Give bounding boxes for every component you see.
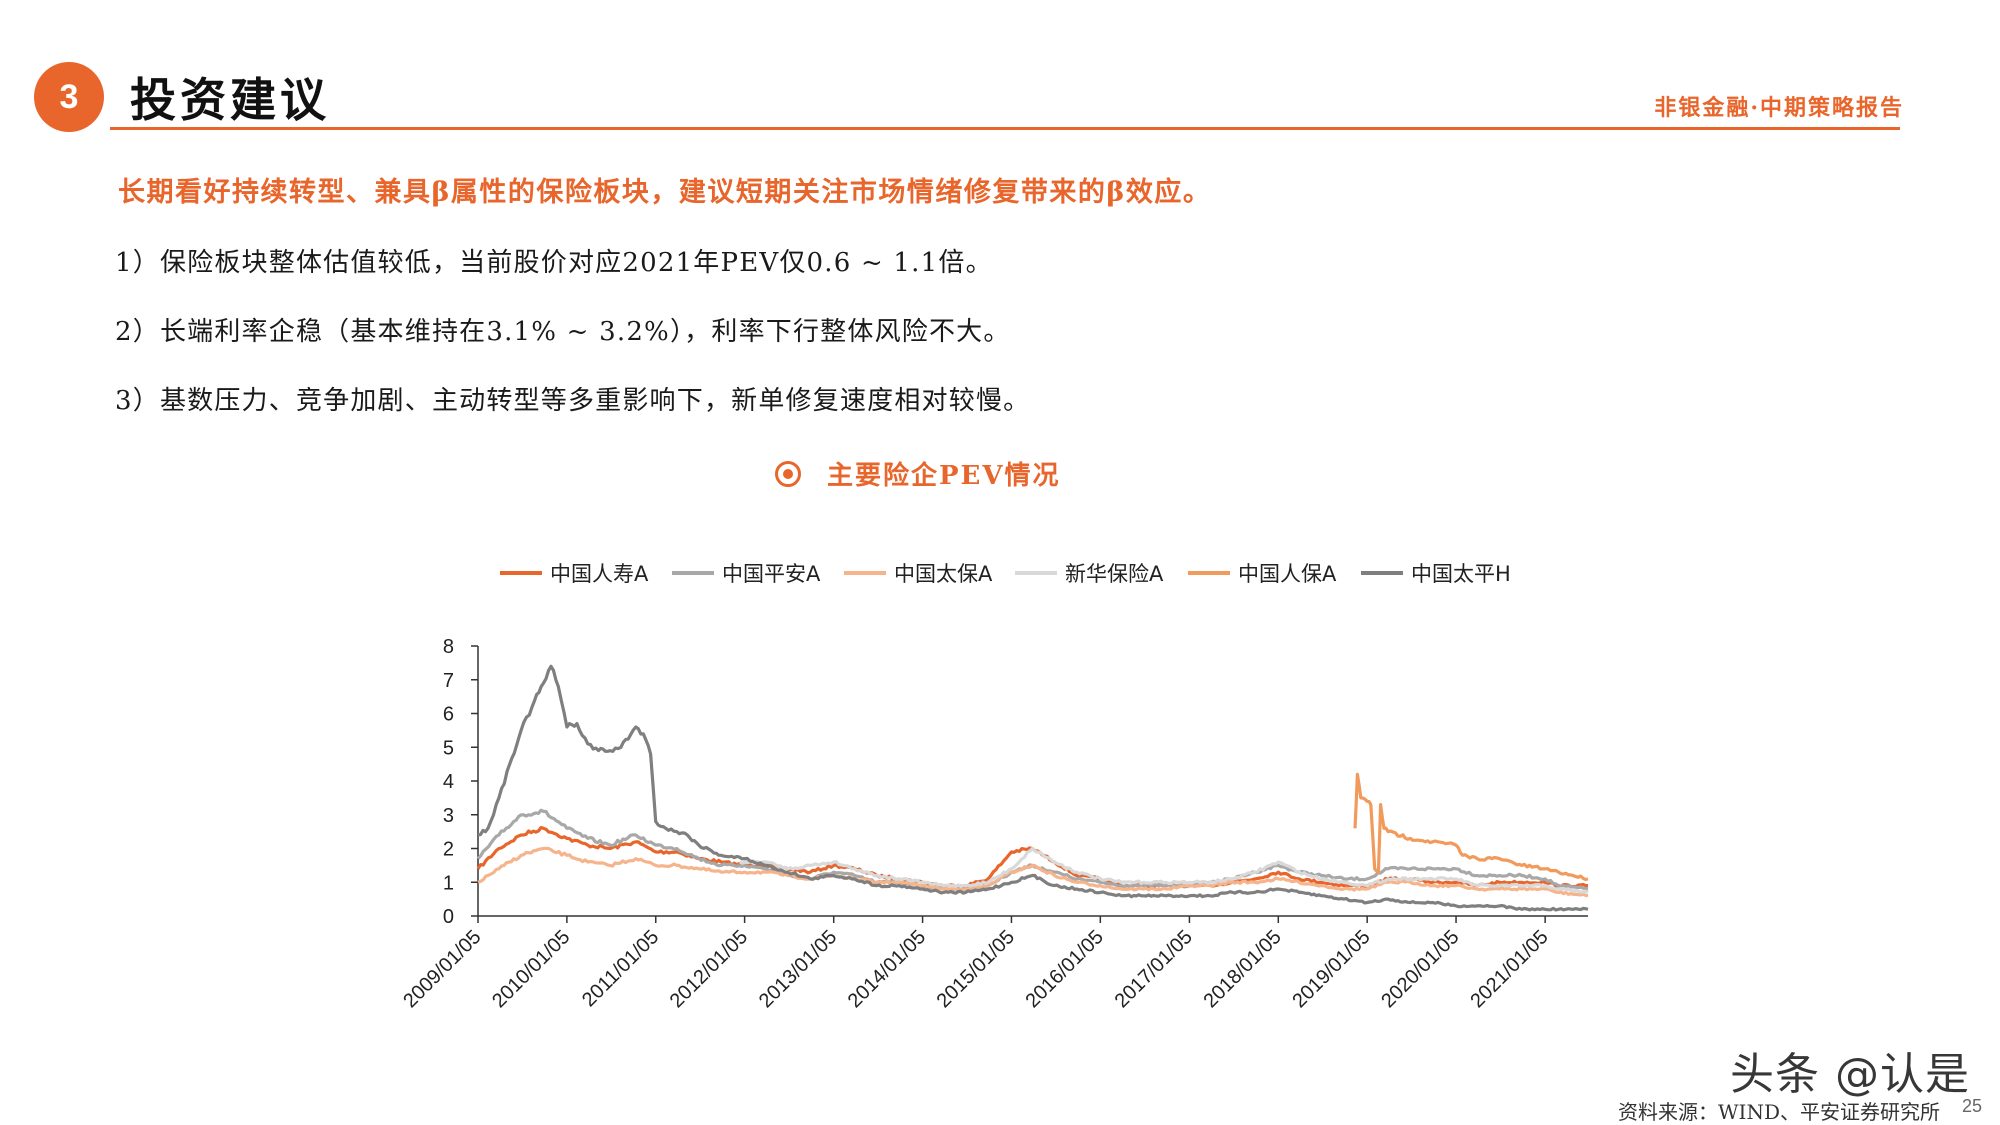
- x-tick-label: 2013/01/05: [755, 926, 841, 1012]
- x-tick-label: 2014/01/05: [844, 926, 930, 1012]
- x-tick-label: 2010/01/05: [488, 926, 574, 1012]
- x-tick-label: 2012/01/05: [666, 926, 752, 1012]
- headline: 长期看好持续转型、兼具β属性的保险板块，建议短期关注市场情绪修复带来的β效应。: [118, 177, 1212, 208]
- chart-caption: 主要险企PEV情况: [775, 455, 1061, 492]
- y-tick-label: 0: [443, 906, 454, 928]
- y-tick-label: 6: [443, 704, 454, 726]
- y-tick-label: 4: [443, 771, 454, 793]
- watermark: 头条 @认是: [1730, 1049, 1970, 1100]
- legend-label-0: 中国人寿A: [550, 562, 649, 586]
- chart-legend: 中国人寿A 中国平安A 中国太保A 新华保险A 中国人保A 中国太平H: [500, 562, 1511, 586]
- y-tick-label: 5: [443, 737, 454, 759]
- y-tick-label: 1: [443, 872, 454, 894]
- x-tick-label: 2020/01/05: [1377, 926, 1463, 1012]
- legend-label-1: 中国平安A: [722, 562, 821, 586]
- x-tick-label: 2019/01/05: [1288, 926, 1374, 1012]
- report-tag: 非银金融·中期策略报告: [1654, 95, 1904, 121]
- series-line-5: [477, 664, 1589, 912]
- x-tick-label: 2018/01/05: [1199, 926, 1285, 1012]
- chart-caption-text: 主要险企PEV情况: [827, 461, 1061, 491]
- x-tick-label: 2011/01/05: [578, 926, 663, 1011]
- point-3: 3）基数压力、竞争加剧、主动转型等多重影响下，新单修复速度相对较慢。: [115, 386, 1031, 416]
- x-tick-label: 2015/01/05: [933, 926, 1019, 1012]
- series-line-2: [477, 846, 1589, 898]
- series-line-4: [1353, 772, 1589, 882]
- y-tick-label: 3: [443, 805, 454, 827]
- source-note: 资料来源：WIND、平安证券研究所: [1618, 1100, 1940, 1124]
- legend-label-2: 中国太保A: [894, 562, 993, 586]
- y-tick-label: 2: [443, 839, 454, 861]
- y-tick-label: 7: [443, 670, 454, 692]
- chart-series: [476, 664, 1589, 912]
- legend-label-5: 中国太平H: [1411, 562, 1511, 586]
- header-divider: [110, 127, 1900, 130]
- legend-label-3: 新华保险A: [1065, 562, 1164, 586]
- point-2: 2）长端利率企稳（基本维持在3.1% ~ 3.2%），利率下行整体风险不大。: [115, 317, 1011, 347]
- x-tick-label: 2009/01/05: [399, 926, 485, 1012]
- section-title: 投资建议: [130, 73, 330, 127]
- section-number-badge: 3: [34, 62, 104, 132]
- point-1: 1）保险板块整体估值较低，当前股价对应2021年PEV仅0.6 ~ 1.1倍。: [115, 248, 993, 278]
- x-tick-label: 2021/01/05: [1466, 926, 1552, 1012]
- target-icon: [775, 460, 801, 487]
- series-line-3: [739, 846, 1589, 894]
- x-tick-label: 2016/01/05: [1022, 926, 1108, 1012]
- page-number: 25: [1961, 1096, 1982, 1116]
- x-tick-label: 2017/01/05: [1111, 926, 1197, 1012]
- legend-label-4: 中国人保A: [1238, 562, 1337, 586]
- y-tick-label: 8: [443, 636, 454, 658]
